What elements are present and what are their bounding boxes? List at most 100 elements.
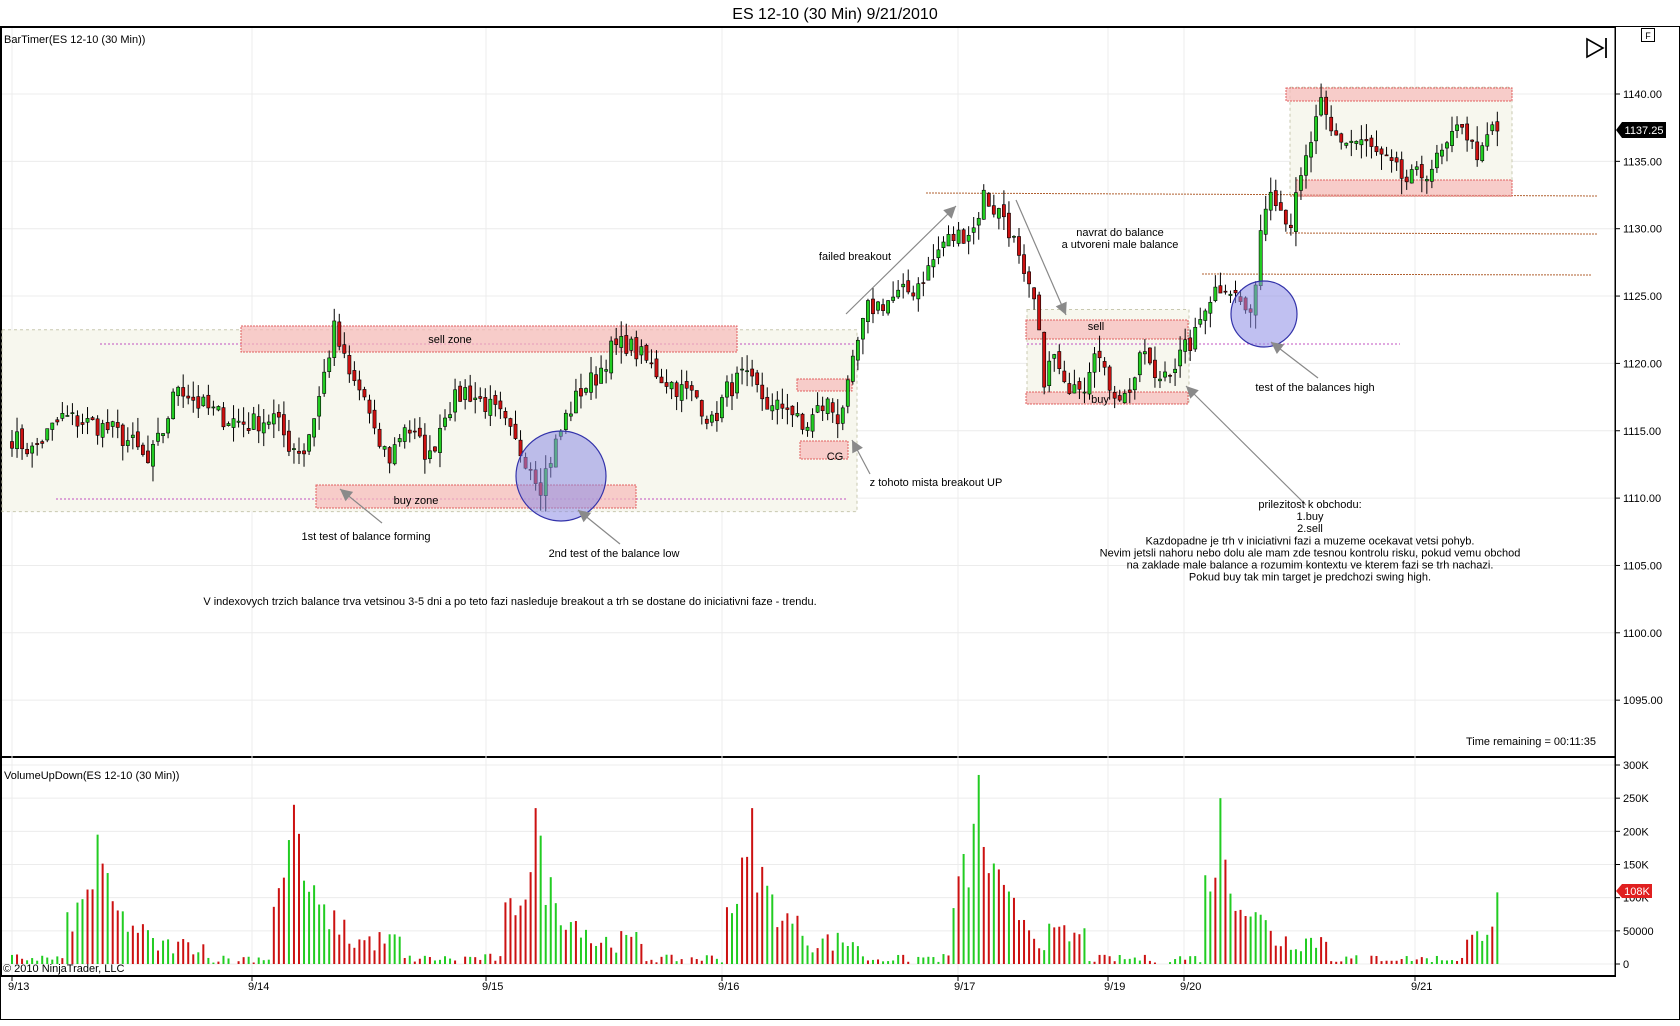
candle-body [30,445,35,454]
volume-bar [1133,957,1136,964]
candle-body [1203,310,1208,321]
volume-bar [494,960,497,964]
volume-bar [56,956,59,964]
volume-bar [1254,912,1257,964]
volume-bar [539,835,542,964]
candle-body [1319,97,1324,116]
candle-body [679,384,684,401]
volume-bar [1284,936,1287,964]
candle-body [1027,271,1031,285]
candle-body [750,368,755,377]
volume-bar [761,866,764,964]
sell-zone-label: sell zone [428,334,471,346]
volume-bar [766,885,769,964]
volume-bar [479,959,482,964]
candle-body [216,406,221,411]
volume-bar [700,960,703,964]
volume-bar [444,956,447,964]
candle-body [1188,337,1193,351]
candle-body [1409,169,1414,184]
candle-body [65,415,70,417]
volume-bar [338,934,341,964]
volume-bar [86,889,89,964]
volume-bar [212,962,215,964]
candle-body [362,389,367,398]
candle-body [891,296,896,301]
volume-bar [1385,960,1388,964]
candle-body [115,422,120,428]
volume-bar [1058,926,1061,964]
candle-body [1470,139,1475,142]
x-tick-label: 9/21 [1411,981,1432,993]
f-button[interactable] [1641,28,1655,42]
y-tick-label: 1105.00 [1623,560,1662,572]
volume-bar [438,959,441,964]
volume-bar [932,957,935,964]
last-price-tag: 1137.25 [1616,122,1666,138]
volume-bar [1325,941,1328,964]
volume-bar [720,962,723,964]
volume-bar [126,931,129,964]
volume-bar [1461,957,1464,964]
y-tick-label: 1135.00 [1623,156,1662,168]
candle-body [146,450,150,464]
candle-body [312,418,317,438]
volume-bar [1007,891,1010,964]
annotation-layer: sell zone buy zone 1st test of balance for… [203,199,1520,608]
volume-bar [368,936,371,964]
candle-body [1178,349,1183,367]
volume-bar [267,959,270,964]
candle-body [1329,116,1334,132]
candle-body [1419,164,1424,179]
volume-bar [388,934,391,964]
candle-body [337,321,342,347]
balance-area [1,329,858,513]
volume-bar [1189,956,1192,964]
volume-bar [358,939,361,964]
volume-bar [282,877,285,964]
volume-bar [297,833,300,964]
candle-body [926,265,931,281]
volume-bar [1179,956,1182,964]
balance-high-test-circle [1230,280,1298,348]
candle-body [1445,142,1449,149]
volume-bar [1153,962,1156,964]
volume-bar [610,947,613,964]
volume-bar [1148,960,1151,964]
volume-bar [1239,909,1242,964]
volume-bar [66,912,69,964]
volume-bar [534,808,537,964]
volume-bar [1209,891,1212,964]
candle-body [1399,159,1404,179]
volume-bar [41,955,44,964]
candle-body [1349,140,1354,143]
time-remaining: Time remaining = 00:11:35 [1466,736,1596,748]
candle-body [241,421,246,425]
candle-body [468,385,473,402]
skip-to-end-icon[interactable] [1586,37,1607,59]
candle-body [584,388,588,393]
volume-bar [121,911,124,964]
volume-bar [569,922,572,964]
candle-body [1334,130,1339,136]
volume-bar [1355,955,1358,964]
volume-bar [1204,875,1207,964]
candle-body [1067,383,1072,394]
volume-bar [383,943,386,964]
volume-bar [157,950,160,964]
volume-bar [1063,925,1066,964]
volume-bar [1340,961,1343,964]
y-tick-label: 1120.00 [1623,358,1662,370]
y-tick-label: 1125.00 [1623,291,1662,303]
y-tick-label: 1110.00 [1623,493,1661,505]
arrow-failed-breakout-line [845,205,957,315]
candle-body [815,405,820,413]
candle-body [90,417,95,421]
candle-body [1047,360,1052,386]
volume-bar [111,901,114,964]
volume-bar [957,876,960,964]
volume-bar [167,939,170,964]
volume-bar [514,915,517,964]
candle-body [629,338,634,351]
